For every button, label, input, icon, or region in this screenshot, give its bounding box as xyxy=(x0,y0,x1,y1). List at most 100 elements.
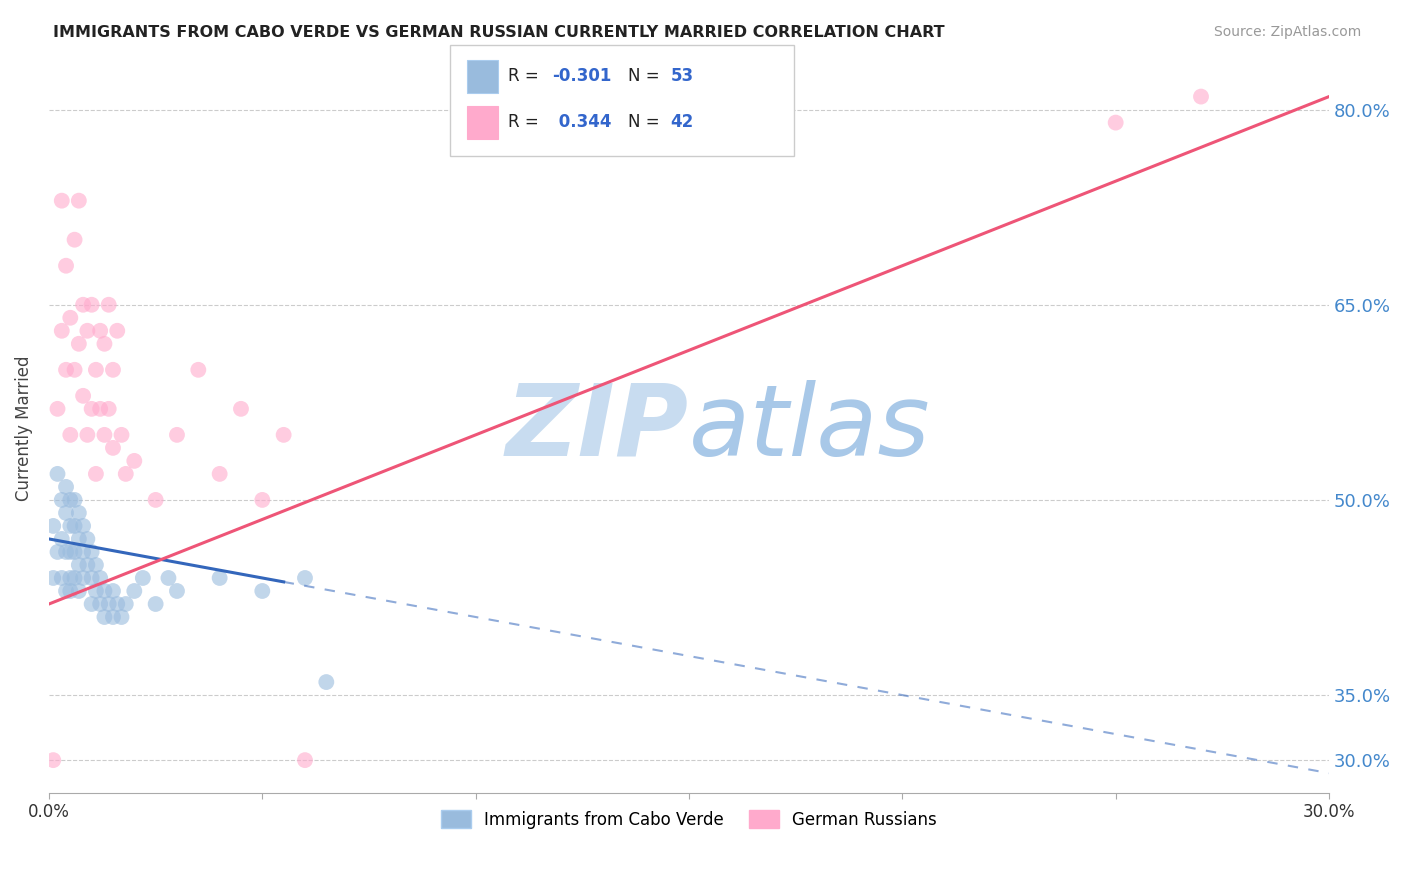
Point xyxy=(105,324,128,338)
Point xyxy=(55,480,77,494)
Point xyxy=(67,558,90,572)
Point xyxy=(59,545,82,559)
Point xyxy=(51,194,73,208)
Legend: Immigrants from Cabo Verde, German Russians: Immigrants from Cabo Verde, German Russi… xyxy=(434,804,943,835)
Point xyxy=(97,298,120,312)
Point xyxy=(76,428,98,442)
Point xyxy=(59,584,82,599)
Text: 53: 53 xyxy=(671,67,693,85)
Point xyxy=(42,571,65,585)
Point xyxy=(76,558,98,572)
Point xyxy=(84,558,107,572)
Point xyxy=(93,584,115,599)
Point xyxy=(59,571,82,585)
Point xyxy=(46,467,69,481)
Point xyxy=(252,584,274,599)
Text: 42: 42 xyxy=(671,113,695,131)
Point xyxy=(80,401,103,416)
Point xyxy=(51,571,73,585)
Point xyxy=(59,492,82,507)
Point xyxy=(166,584,188,599)
Point xyxy=(89,324,111,338)
Point xyxy=(166,428,188,442)
Point xyxy=(63,519,86,533)
Point xyxy=(55,584,77,599)
Point xyxy=(208,467,231,481)
Point xyxy=(187,363,209,377)
Point xyxy=(67,336,90,351)
Point xyxy=(46,545,69,559)
Point xyxy=(89,571,111,585)
Point xyxy=(124,584,146,599)
Point xyxy=(80,545,103,559)
Point xyxy=(101,610,124,624)
Point xyxy=(93,428,115,442)
Point xyxy=(59,428,82,442)
Point xyxy=(67,506,90,520)
Point xyxy=(63,363,86,377)
Point xyxy=(76,532,98,546)
Text: N =: N = xyxy=(628,113,665,131)
Point xyxy=(1189,89,1212,103)
Point xyxy=(59,519,82,533)
Point xyxy=(110,610,132,624)
Point xyxy=(72,571,94,585)
Point xyxy=(105,597,128,611)
Point xyxy=(67,584,90,599)
Point xyxy=(80,298,103,312)
Y-axis label: Currently Married: Currently Married xyxy=(15,356,32,501)
Point xyxy=(229,401,252,416)
Point xyxy=(63,571,86,585)
Point xyxy=(84,584,107,599)
Point xyxy=(294,753,316,767)
Point xyxy=(51,492,73,507)
Point xyxy=(63,233,86,247)
Point xyxy=(72,389,94,403)
Point xyxy=(101,363,124,377)
Point xyxy=(59,310,82,325)
Point xyxy=(76,324,98,338)
Point xyxy=(208,571,231,585)
Point xyxy=(97,401,120,416)
Point xyxy=(80,571,103,585)
Point xyxy=(124,454,146,468)
Point xyxy=(51,324,73,338)
Text: ZIP: ZIP xyxy=(506,380,689,477)
Point xyxy=(55,363,77,377)
Point xyxy=(145,597,167,611)
Point xyxy=(101,584,124,599)
Text: -0.301: -0.301 xyxy=(553,67,612,85)
Point xyxy=(93,610,115,624)
Point xyxy=(67,532,90,546)
Point xyxy=(114,467,136,481)
Point xyxy=(84,363,107,377)
Point xyxy=(89,597,111,611)
Point xyxy=(84,467,107,481)
Point xyxy=(63,545,86,559)
Point xyxy=(273,428,295,442)
Point xyxy=(80,597,103,611)
Point xyxy=(63,492,86,507)
Point xyxy=(55,506,77,520)
Point xyxy=(46,401,69,416)
Point xyxy=(114,597,136,611)
Point xyxy=(132,571,155,585)
Point xyxy=(55,259,77,273)
Text: 0.344: 0.344 xyxy=(553,113,612,131)
Point xyxy=(72,298,94,312)
Point xyxy=(51,532,73,546)
Point xyxy=(145,492,167,507)
Point xyxy=(97,597,120,611)
Point xyxy=(157,571,180,585)
Text: Source: ZipAtlas.com: Source: ZipAtlas.com xyxy=(1213,25,1361,39)
Point xyxy=(42,753,65,767)
Text: R =: R = xyxy=(508,67,544,85)
Point xyxy=(55,545,77,559)
Text: N =: N = xyxy=(628,67,665,85)
Point xyxy=(89,401,111,416)
Point xyxy=(315,675,337,690)
Point xyxy=(72,545,94,559)
Point xyxy=(67,194,90,208)
Text: IMMIGRANTS FROM CABO VERDE VS GERMAN RUSSIAN CURRENTLY MARRIED CORRELATION CHART: IMMIGRANTS FROM CABO VERDE VS GERMAN RUS… xyxy=(53,25,945,40)
Point xyxy=(72,519,94,533)
